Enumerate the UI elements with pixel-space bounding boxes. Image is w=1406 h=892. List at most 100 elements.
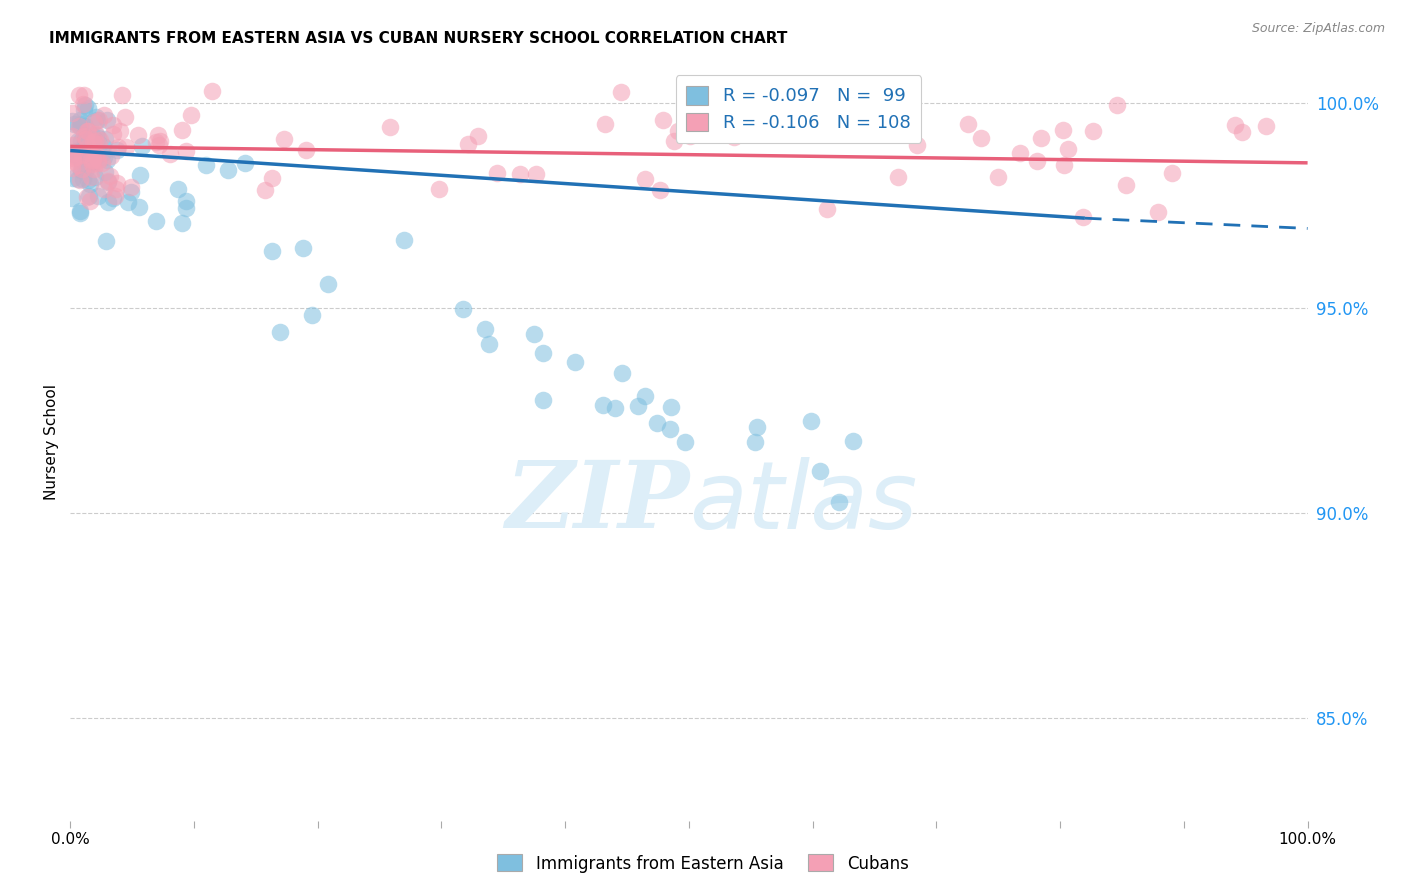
Point <box>75 162 97 177</box>
Point <box>67 120 90 134</box>
Point <box>723 130 745 145</box>
Point <box>70 157 93 171</box>
Point <box>887 169 910 184</box>
Point <box>117 195 139 210</box>
Point <box>457 137 479 152</box>
Point <box>84 169 107 184</box>
Point <box>603 401 626 415</box>
Point <box>148 134 170 148</box>
Point <box>174 201 197 215</box>
Point <box>103 189 125 203</box>
Point <box>97 175 120 189</box>
Point <box>815 202 838 217</box>
Point <box>392 233 415 247</box>
Point <box>595 117 617 131</box>
Point <box>747 419 769 434</box>
Point <box>170 215 193 229</box>
Point <box>65 147 87 161</box>
Point <box>128 200 150 214</box>
Point <box>70 153 93 167</box>
Text: IMMIGRANTS FROM EASTERN ASIA VS CUBAN NURSERY SCHOOL CORRELATION CHART: IMMIGRANTS FROM EASTERN ASIA VS CUBAN NU… <box>49 31 787 46</box>
Point <box>105 143 128 157</box>
Point <box>673 434 696 449</box>
Point <box>73 132 96 146</box>
Point <box>120 179 142 194</box>
Point <box>79 177 101 191</box>
Point <box>145 213 167 227</box>
Point <box>93 182 115 196</box>
Point <box>60 114 83 128</box>
Point <box>1053 158 1076 172</box>
Point <box>427 181 450 195</box>
Point <box>75 120 97 134</box>
Point <box>316 277 339 292</box>
Point <box>612 366 634 380</box>
Point <box>67 172 90 186</box>
Point <box>474 322 496 336</box>
Point <box>84 110 107 124</box>
Point <box>82 153 104 167</box>
Point <box>80 157 103 171</box>
Legend: Immigrants from Eastern Asia, Cubans: Immigrants from Eastern Asia, Cubans <box>491 847 915 880</box>
Point <box>80 141 103 155</box>
Point <box>627 400 650 414</box>
Point <box>260 244 283 258</box>
Point <box>91 139 114 153</box>
Point <box>131 139 153 153</box>
Point <box>86 112 108 127</box>
Point <box>115 140 138 154</box>
Point <box>564 355 586 369</box>
Point <box>260 170 283 185</box>
Point <box>634 389 657 403</box>
Point <box>1052 123 1074 137</box>
Point <box>65 150 87 164</box>
Point <box>174 145 197 159</box>
Point <box>668 124 690 138</box>
Point <box>73 129 96 144</box>
Point <box>73 103 96 118</box>
Text: atlas: atlas <box>689 457 917 548</box>
Point <box>907 137 929 152</box>
Point <box>645 417 668 431</box>
Point <box>76 123 98 137</box>
Point <box>129 169 152 183</box>
Point <box>73 138 96 153</box>
Point <box>87 137 110 152</box>
Point <box>166 182 188 196</box>
Point <box>66 144 89 158</box>
Point <box>69 203 91 218</box>
Point <box>658 422 681 436</box>
Point <box>62 153 84 168</box>
Point <box>1147 205 1170 219</box>
Point <box>634 172 657 186</box>
Point <box>62 146 84 161</box>
Point <box>1107 98 1129 112</box>
Point <box>79 153 101 167</box>
Point <box>127 128 149 142</box>
Point <box>1071 210 1094 224</box>
Point <box>77 124 100 138</box>
Point <box>69 173 91 187</box>
Point <box>531 392 554 407</box>
Point <box>378 120 401 134</box>
Point <box>77 154 100 169</box>
Point <box>1031 131 1053 145</box>
Point <box>75 131 97 145</box>
Point <box>76 140 98 154</box>
Point <box>679 128 702 143</box>
Point <box>195 159 218 173</box>
Point <box>1010 145 1032 160</box>
Point <box>84 128 107 142</box>
Point <box>120 186 142 200</box>
Point <box>84 147 107 161</box>
Point <box>83 161 105 176</box>
Point <box>524 167 547 181</box>
Point <box>1230 125 1253 139</box>
Point <box>93 150 115 164</box>
Point <box>269 326 291 340</box>
Point <box>60 190 83 204</box>
Point <box>87 156 110 170</box>
Point <box>744 434 766 449</box>
Point <box>233 156 256 170</box>
Point <box>69 120 91 134</box>
